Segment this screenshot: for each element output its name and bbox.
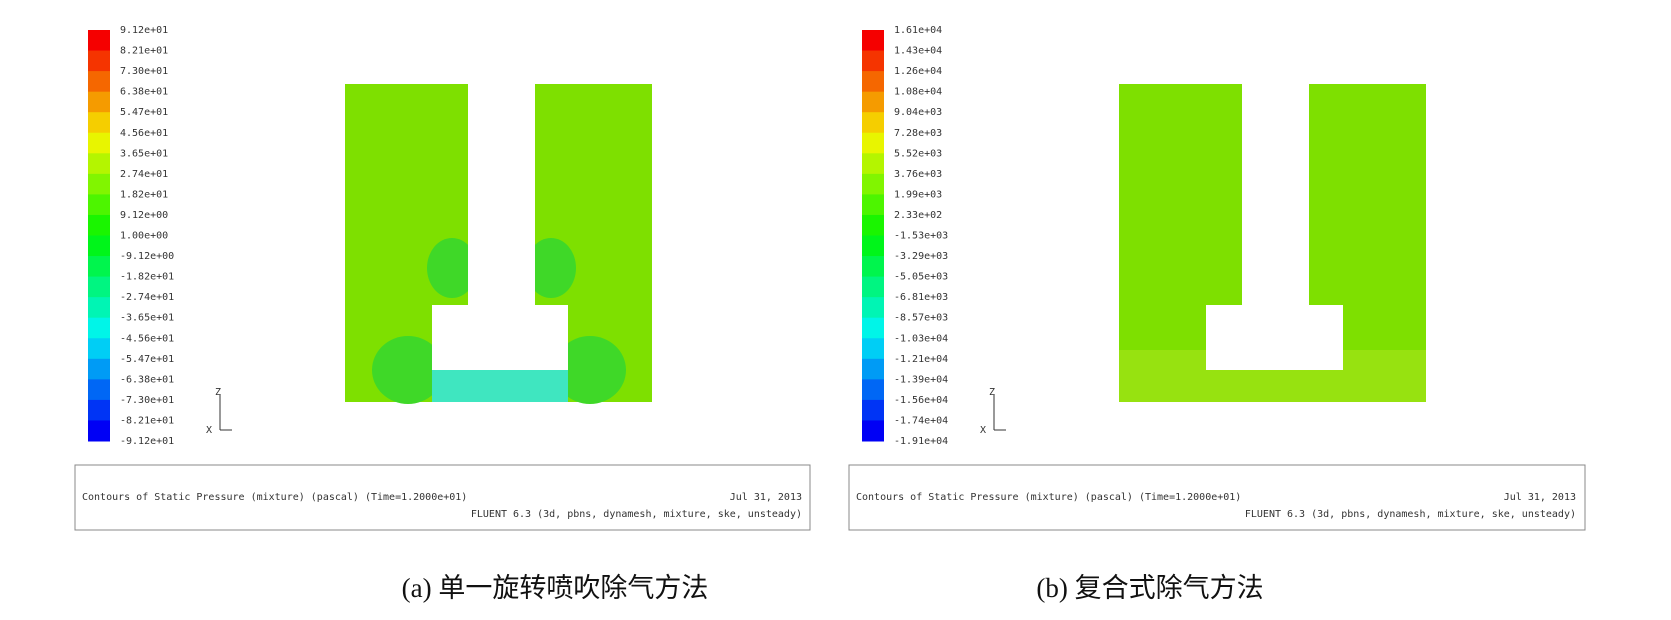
colorbar-label: -8.21e+01 <box>120 415 174 426</box>
colorbar-swatch <box>862 379 884 401</box>
colorbar-swatch <box>862 317 884 339</box>
colorbar-label: 9.12e+01 <box>120 25 168 36</box>
colorbar-label: -6.81e+03 <box>894 292 948 303</box>
colorbar-label: 2.33e+02 <box>894 210 942 221</box>
colorbar-swatch <box>862 173 884 195</box>
colorbar-swatch <box>862 50 884 72</box>
axis-label: Z <box>989 387 995 398</box>
colorbar-swatch <box>862 112 884 134</box>
colorbar-swatch <box>862 214 884 236</box>
colorbar-label: 7.30e+01 <box>120 66 168 77</box>
info-date: Jul 31, 2013 <box>730 492 802 503</box>
colorbar-label: -5.05e+03 <box>894 272 948 283</box>
colorbar-label: 5.47e+01 <box>120 107 168 118</box>
info-box <box>848 464 1586 531</box>
colorbar-label: -3.65e+01 <box>120 313 174 324</box>
colorbar-label: -5.47e+01 <box>120 354 174 365</box>
colorbar-label: 1.00e+00 <box>120 231 168 242</box>
colorbar-label: -1.74e+04 <box>894 415 948 426</box>
colorbar-swatch <box>88 235 110 257</box>
colorbar-label: 3.76e+03 <box>894 169 942 180</box>
colorbar-label: -1.39e+04 <box>894 374 948 385</box>
colorbar-label: -1.82e+01 <box>120 272 174 283</box>
colorbar-swatch <box>88 399 110 421</box>
colorbar-swatch <box>88 256 110 278</box>
colorbar-label: -1.53e+03 <box>894 231 948 242</box>
info-date: Jul 31, 2013 <box>1504 492 1576 503</box>
colorbar-swatch <box>88 194 110 216</box>
colorbar-label: -1.21e+04 <box>894 354 948 365</box>
colorbar-swatch <box>862 194 884 216</box>
colorbar-label: 7.28e+03 <box>894 128 942 139</box>
colorbar-swatch <box>862 399 884 421</box>
colorbar-label: 1.61e+04 <box>894 25 942 36</box>
colorbar-label: 1.43e+04 <box>894 46 942 57</box>
colorbar-swatch <box>88 173 110 195</box>
colorbar-label: 9.12e+00 <box>120 210 168 221</box>
colorbar-label: 1.26e+04 <box>894 66 942 77</box>
colorbar-swatch <box>862 71 884 93</box>
colorbar-swatch <box>88 379 110 401</box>
colorbar-swatch <box>862 338 884 360</box>
colorbar-swatch <box>862 297 884 319</box>
contour-a <box>345 84 652 404</box>
colorbar-swatch <box>862 132 884 154</box>
colorbar-label: 6.38e+01 <box>120 87 168 98</box>
colorbar-swatch <box>88 276 110 298</box>
colorbar-label: -1.56e+04 <box>894 395 948 406</box>
colorbar-swatch <box>88 71 110 93</box>
colorbar-swatch <box>862 153 884 175</box>
colorbar-swatch <box>88 50 110 72</box>
colorbar-label: 4.56e+01 <box>120 128 168 139</box>
colorbar-label: 2.74e+01 <box>120 169 168 180</box>
colorbar-label: -2.74e+01 <box>120 292 174 303</box>
colorbar-label: -4.56e+01 <box>120 333 174 344</box>
caption: (a) 单一旋转喷吹除气方法 <box>402 573 709 603</box>
colorbar-label: 3.65e+01 <box>120 148 168 159</box>
colorbar-label: 1.99e+03 <box>894 189 942 200</box>
colorbar-swatch <box>862 276 884 298</box>
colorbar-swatch <box>88 317 110 339</box>
colorbar-swatch <box>88 153 110 175</box>
colorbar-swatch <box>88 420 110 442</box>
colorbar-label: -9.12e+00 <box>120 251 174 262</box>
colorbar-swatch <box>88 132 110 154</box>
colorbar-swatch <box>88 214 110 236</box>
colorbar-label: -6.38e+01 <box>120 374 174 385</box>
colorbar-label: 1.08e+04 <box>894 87 942 98</box>
colorbar-swatch <box>862 420 884 442</box>
colorbar-swatch <box>862 358 884 380</box>
info-title: Contours of Static Pressure (mixture) (p… <box>82 492 467 503</box>
colorbar-swatch <box>88 358 110 380</box>
colorbar-label: -9.12e+01 <box>120 436 174 447</box>
colorbar-label: -1.03e+04 <box>894 333 948 344</box>
info-title: Contours of Static Pressure (mixture) (p… <box>856 492 1241 503</box>
info-solver: FLUENT 6.3 (3d, pbns, dynamesh, mixture,… <box>471 509 802 520</box>
colorbar-label: 8.21e+01 <box>120 46 168 57</box>
colorbar-swatch <box>862 91 884 113</box>
colorbar-swatch <box>862 256 884 278</box>
colorbar-label: -1.91e+04 <box>894 436 948 447</box>
info-box <box>74 464 811 531</box>
colorbar-swatch <box>88 91 110 113</box>
colorbar-swatch <box>88 338 110 360</box>
colorbar-label: -7.30e+01 <box>120 395 174 406</box>
colorbar-swatch <box>88 112 110 134</box>
colorbar-label: 5.52e+03 <box>894 148 942 159</box>
colorbar-label: -8.57e+03 <box>894 313 948 324</box>
colorbar-label: 1.82e+01 <box>120 189 168 200</box>
info-solver: FLUENT 6.3 (3d, pbns, dynamesh, mixture,… <box>1245 509 1576 520</box>
colorbar-swatch <box>862 235 884 257</box>
colorbar-swatch <box>862 30 884 52</box>
caption: (b) 复合式除气方法 <box>1036 573 1263 603</box>
axis-label: X <box>980 425 986 436</box>
colorbar-label: -3.29e+03 <box>894 251 948 262</box>
colorbar-swatch <box>88 297 110 319</box>
colorbar-label: 9.04e+03 <box>894 107 942 118</box>
colorbar-swatch <box>88 30 110 52</box>
contour-b <box>1119 84 1426 402</box>
axis-label: X <box>206 425 212 436</box>
axis-label: Z <box>215 387 221 398</box>
